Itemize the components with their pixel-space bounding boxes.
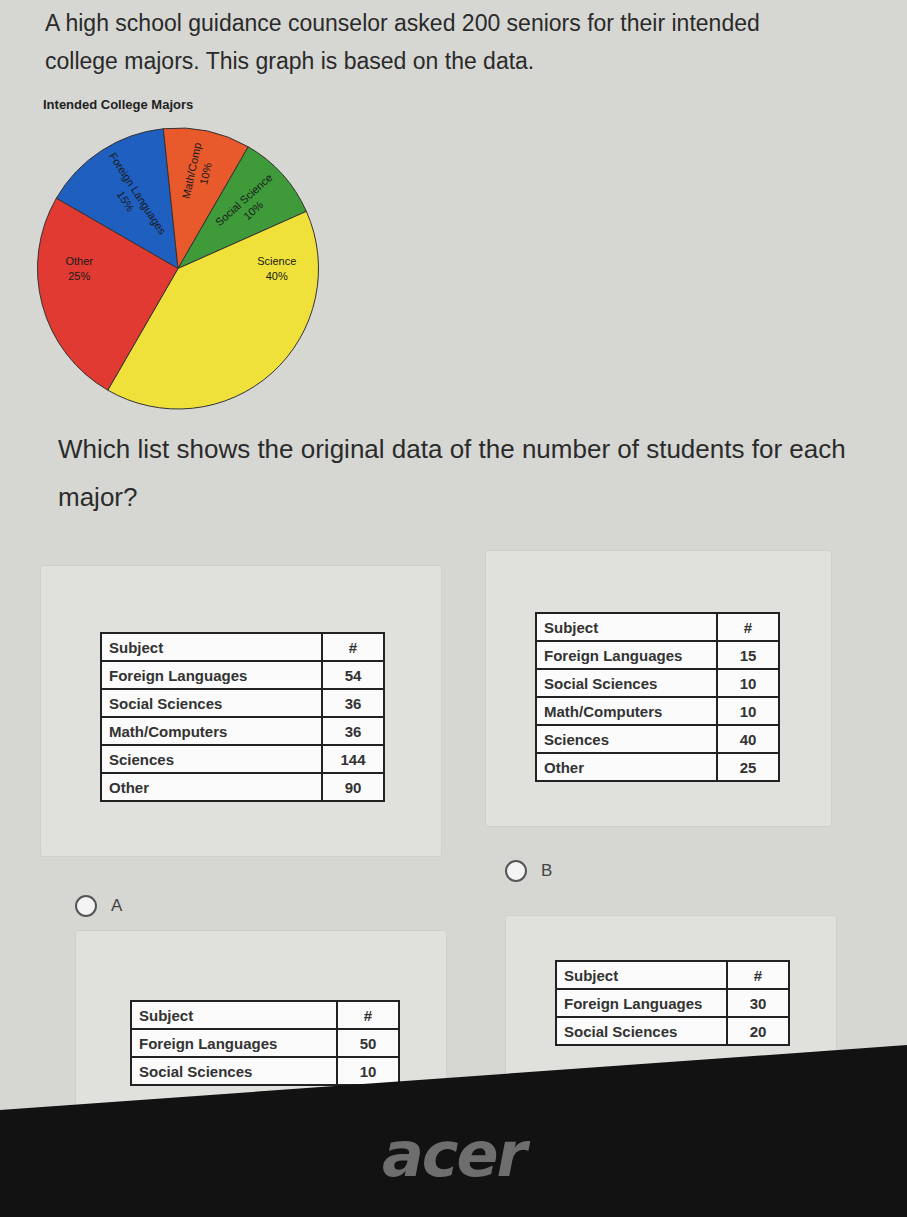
html-text:Other: Other bbox=[109, 778, 149, 796]
html-text:Sciences: Sciences bbox=[544, 730, 609, 748]
html-text:144: 144 bbox=[340, 750, 366, 768]
html-text:Sciences: Sciences bbox=[109, 750, 174, 768]
html-text:A high school guidance counsel: A high school guidance counselor asked 2… bbox=[45, 10, 760, 74]
html-text:15: 15 bbox=[739, 646, 757, 664]
html-text:54: 54 bbox=[344, 666, 362, 684]
html-text:36: 36 bbox=[344, 722, 362, 740]
html-text:Other: Other bbox=[544, 758, 584, 776]
html-text:40: 40 bbox=[739, 730, 757, 748]
html-text:Foreign Languages: Foreign Languages bbox=[106, 150, 169, 237]
html-text:Foreign Languages: Foreign Languages bbox=[139, 1034, 278, 1052]
html-text:10: 10 bbox=[359, 1062, 377, 1080]
html-text:Foreign Languages: Foreign Languages bbox=[544, 646, 683, 664]
svg-text:Intended College Majors: Intended College Majors bbox=[43, 97, 193, 112]
html-text:20: 20 bbox=[749, 1022, 767, 1040]
html-text:50: 50 bbox=[359, 1034, 377, 1052]
html-text:Math/Computers: Math/Computers bbox=[109, 722, 228, 740]
svg-text:Math/Comp10%: Math/Comp10% bbox=[180, 142, 218, 203]
html-text:30: 30 bbox=[749, 994, 767, 1012]
html-text:B: B bbox=[541, 861, 553, 880]
html-text:36: 36 bbox=[344, 694, 362, 712]
html-text:Social Sciences: Social Sciences bbox=[109, 694, 223, 712]
html-text:25: 25 bbox=[739, 758, 757, 776]
html-text:Subject: Subject bbox=[139, 1006, 194, 1024]
html-text:Foreign Languages: Foreign Languages bbox=[109, 666, 248, 684]
html-text:Social Science: Social Science bbox=[212, 171, 275, 229]
html-text:Subject: Subject bbox=[544, 618, 599, 636]
svg-text:Other25%: Other25% bbox=[65, 255, 93, 281]
html-text:Social Sciences: Social Sciences bbox=[139, 1062, 253, 1080]
html-text:acer: acer bbox=[381, 1118, 526, 1191]
svg-text:Science40%: Science40% bbox=[257, 255, 296, 281]
html-text:10%: 10% bbox=[241, 198, 266, 223]
html-text:Which list shows the original: Which list shows the original data of th… bbox=[58, 434, 846, 512]
html-text:Social Sciences: Social Sciences bbox=[544, 674, 658, 692]
html-text:10: 10 bbox=[739, 674, 757, 692]
html-text:90: 90 bbox=[344, 778, 362, 796]
html-text:15%: 15% bbox=[114, 188, 137, 214]
html-text:Subject: Subject bbox=[109, 638, 164, 656]
html-text:Foreign Languages: Foreign Languages bbox=[564, 994, 703, 1012]
html-text:10: 10 bbox=[739, 702, 757, 720]
html-text:Social Sciences: Social Sciences bbox=[564, 1022, 678, 1040]
html-text:Math/Computers: Math/Computers bbox=[544, 702, 663, 720]
html-text:Subject: Subject bbox=[564, 966, 619, 984]
html-text:A: A bbox=[111, 896, 123, 915]
